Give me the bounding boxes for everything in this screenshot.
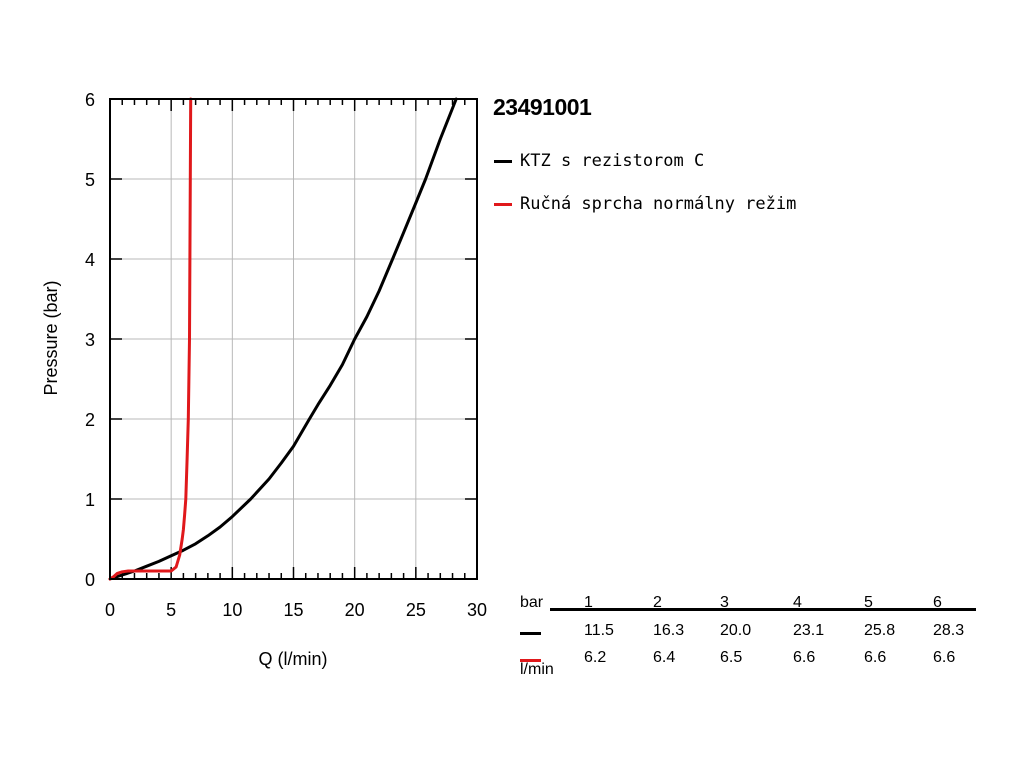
table-unit-label: l/min xyxy=(520,661,554,678)
y-tick-label: 0 xyxy=(85,570,95,590)
y-tick-label: 2 xyxy=(85,410,95,430)
legend: KTZ s rezistorom C Ručná sprcha normálny… xyxy=(494,150,796,236)
y-axis-title: Pressure (bar) xyxy=(41,280,61,395)
table-cell: 6.6 xyxy=(933,649,956,666)
table-cell: 20.0 xyxy=(720,622,752,639)
y-tick-labels: 0 1 2 3 4 5 6 xyxy=(85,90,95,590)
table-row: 6.2 6.4 6.5 6.6 6.6 6.6 xyxy=(520,647,976,671)
table-header-row: bar 1 2 3 4 5 6 xyxy=(520,592,976,616)
y-tick-label: 3 xyxy=(85,330,95,350)
flow-table: bar 1 2 3 4 5 6 11.5 16.3 20.0 23.1 25.8… xyxy=(520,592,976,671)
x-tick-label: 25 xyxy=(406,600,426,620)
table-row-swatch xyxy=(520,659,541,662)
y-tick-label: 1 xyxy=(85,490,95,510)
table-cell: 16.3 xyxy=(653,622,685,639)
table-cell: 6.6 xyxy=(864,649,887,666)
y-tick-label: 6 xyxy=(85,90,95,110)
table-row: 11.5 16.3 20.0 23.1 25.8 28.3 xyxy=(520,620,976,644)
x-tick-label: 10 xyxy=(222,600,242,620)
table-cell: 28.3 xyxy=(933,622,965,639)
grid xyxy=(109,98,478,580)
x-tick-label: 0 xyxy=(105,600,115,620)
table-header-cell: 3 xyxy=(720,594,729,611)
legend-swatch xyxy=(494,202,512,206)
table-header-label: bar xyxy=(520,594,544,611)
table-cell: 11.5 xyxy=(584,622,614,639)
plot-frame xyxy=(109,98,478,580)
series-line xyxy=(108,97,458,581)
x-tick-label: 30 xyxy=(467,600,487,620)
table-header-rule xyxy=(550,608,976,611)
y-tick-label: 5 xyxy=(85,170,95,190)
legend-label: Ručná sprcha normálny režim xyxy=(520,194,797,214)
x-tick-label: 5 xyxy=(166,600,176,620)
table-header-cell: 4 xyxy=(793,594,802,611)
table-cell: 6.4 xyxy=(653,649,676,666)
x-axis-title: Q (l/min) xyxy=(259,649,328,669)
table-header-cell: 2 xyxy=(653,594,662,611)
series-lines xyxy=(108,97,458,581)
x-tick-labels: 0 5 10 15 20 25 30 xyxy=(105,600,487,620)
y-tick-label: 4 xyxy=(85,250,95,270)
table-header-cell: 1 xyxy=(584,594,593,611)
legend-swatch xyxy=(494,159,512,163)
legend-item: KTZ s rezistorom C xyxy=(494,150,796,172)
chart-title: 23491001 xyxy=(493,94,592,120)
table-header-cell: 6 xyxy=(933,594,942,611)
table-cell: 6.6 xyxy=(793,649,816,666)
legend-item: Ručná sprcha normálny režim xyxy=(494,193,796,215)
series-line xyxy=(108,97,193,581)
table-cell: 25.8 xyxy=(864,622,896,639)
table-header-cell: 5 xyxy=(864,594,873,611)
table-cell: 6.2 xyxy=(584,649,607,666)
x-tick-label: 20 xyxy=(345,600,365,620)
legend-label: KTZ s rezistorom C xyxy=(520,151,705,171)
table-cell: 23.1 xyxy=(793,622,825,639)
x-tick-label: 15 xyxy=(283,600,303,620)
table-row-swatch xyxy=(520,632,541,635)
table-cell: 6.5 xyxy=(720,649,743,666)
